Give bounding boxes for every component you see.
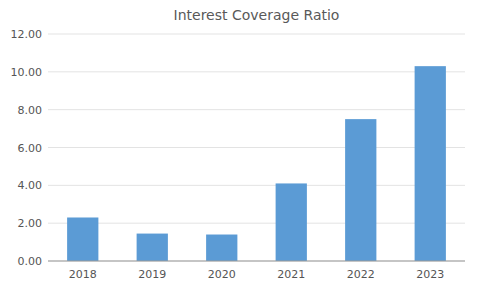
bar (415, 66, 446, 261)
bar (345, 119, 376, 261)
y-tick-label: 4.00 (18, 179, 43, 192)
bar (206, 235, 237, 261)
y-grid-line (48, 71, 465, 72)
x-tick-label: 2020 (208, 268, 236, 281)
chart: Interest Coverage Ratio 0.00 2.00 4.00 6.00 8… (0, 0, 479, 289)
y-grid-line (48, 34, 465, 35)
x-tick-label: 2019 (138, 268, 166, 281)
bar (137, 234, 168, 261)
y-tick-label: 8.00 (18, 104, 43, 117)
x-axis-line (48, 261, 465, 262)
y-grid-line (48, 223, 465, 224)
x-tick-label: 2021 (277, 268, 305, 281)
grid (48, 34, 465, 261)
y-grid-line (48, 109, 465, 110)
title: Interest Coverage Ratio (174, 7, 340, 23)
y-grid-line (48, 147, 465, 148)
bars (67, 66, 446, 261)
bar (67, 217, 98, 261)
x-tick-label: 2023 (416, 268, 444, 281)
bar (276, 183, 307, 261)
y-tick-label: 10.00 (11, 66, 43, 79)
y-tick-label: 0.00 (18, 255, 43, 268)
x-tick-label: 2018 (69, 268, 97, 281)
y-tick-label: 12.00 (11, 28, 43, 41)
y-grid-line (48, 185, 465, 186)
y-tick-label: 2.00 (18, 217, 43, 230)
y-tick-label: 6.00 (18, 142, 43, 155)
y-grid-line (48, 261, 465, 262)
x-tick-label: 2022 (347, 268, 375, 281)
